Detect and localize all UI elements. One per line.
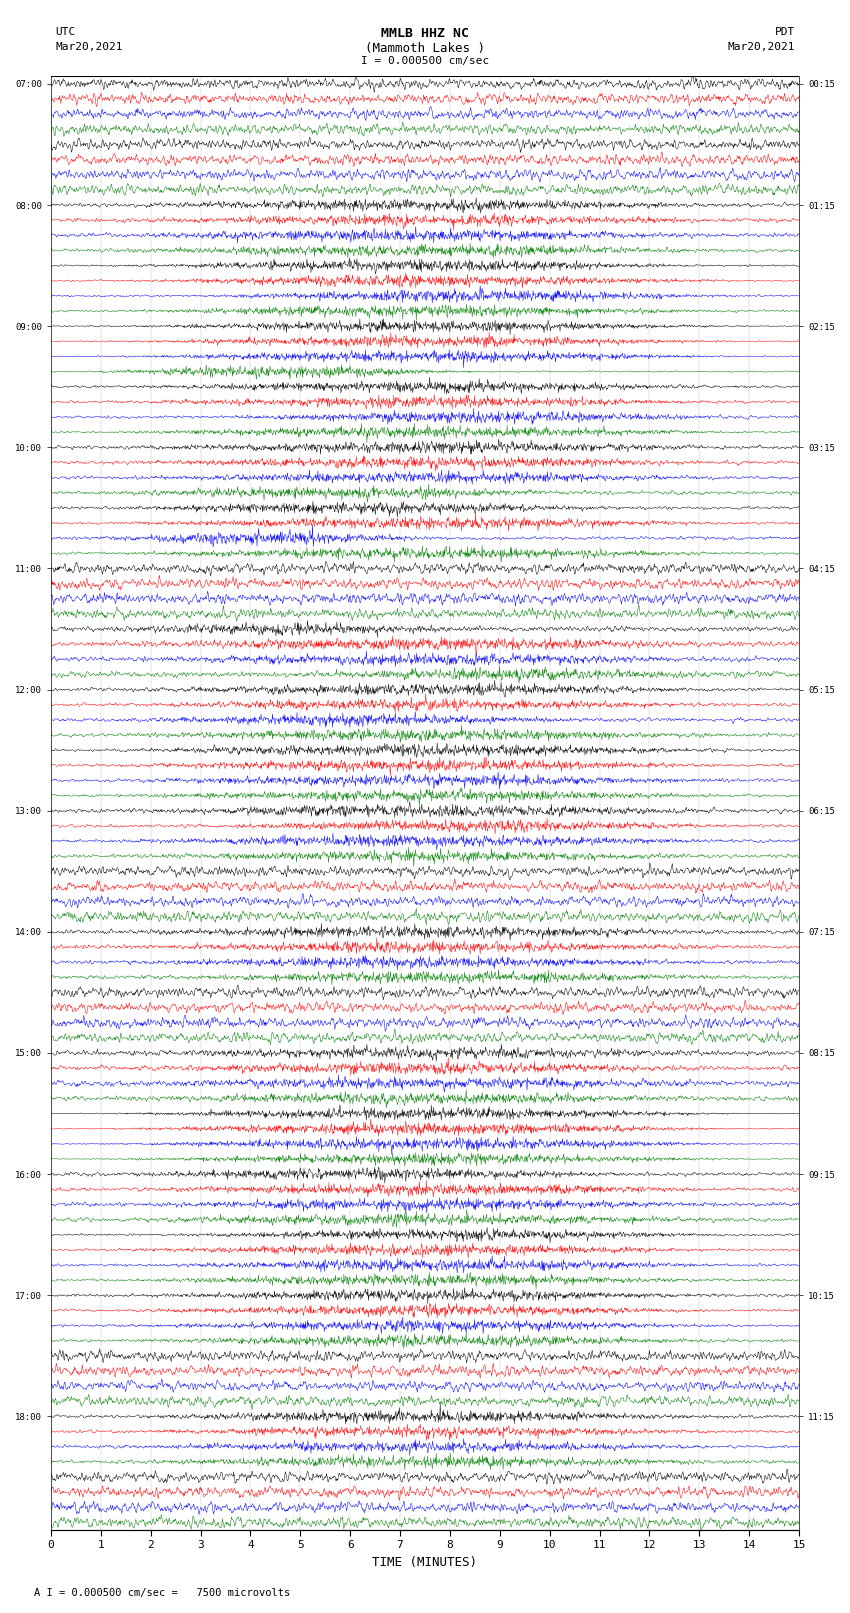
Text: Mar20,2021: Mar20,2021 <box>728 42 795 52</box>
X-axis label: TIME (MINUTES): TIME (MINUTES) <box>372 1557 478 1569</box>
Text: A I = 0.000500 cm/sec =   7500 microvolts: A I = 0.000500 cm/sec = 7500 microvolts <box>34 1589 290 1598</box>
Text: MMLB HHZ NC: MMLB HHZ NC <box>381 27 469 40</box>
Text: (Mammoth Lakes ): (Mammoth Lakes ) <box>365 42 485 55</box>
Text: I = 0.000500 cm/sec: I = 0.000500 cm/sec <box>361 56 489 66</box>
Text: Mar20,2021: Mar20,2021 <box>55 42 122 52</box>
Text: PDT: PDT <box>774 27 795 37</box>
Text: UTC: UTC <box>55 27 76 37</box>
